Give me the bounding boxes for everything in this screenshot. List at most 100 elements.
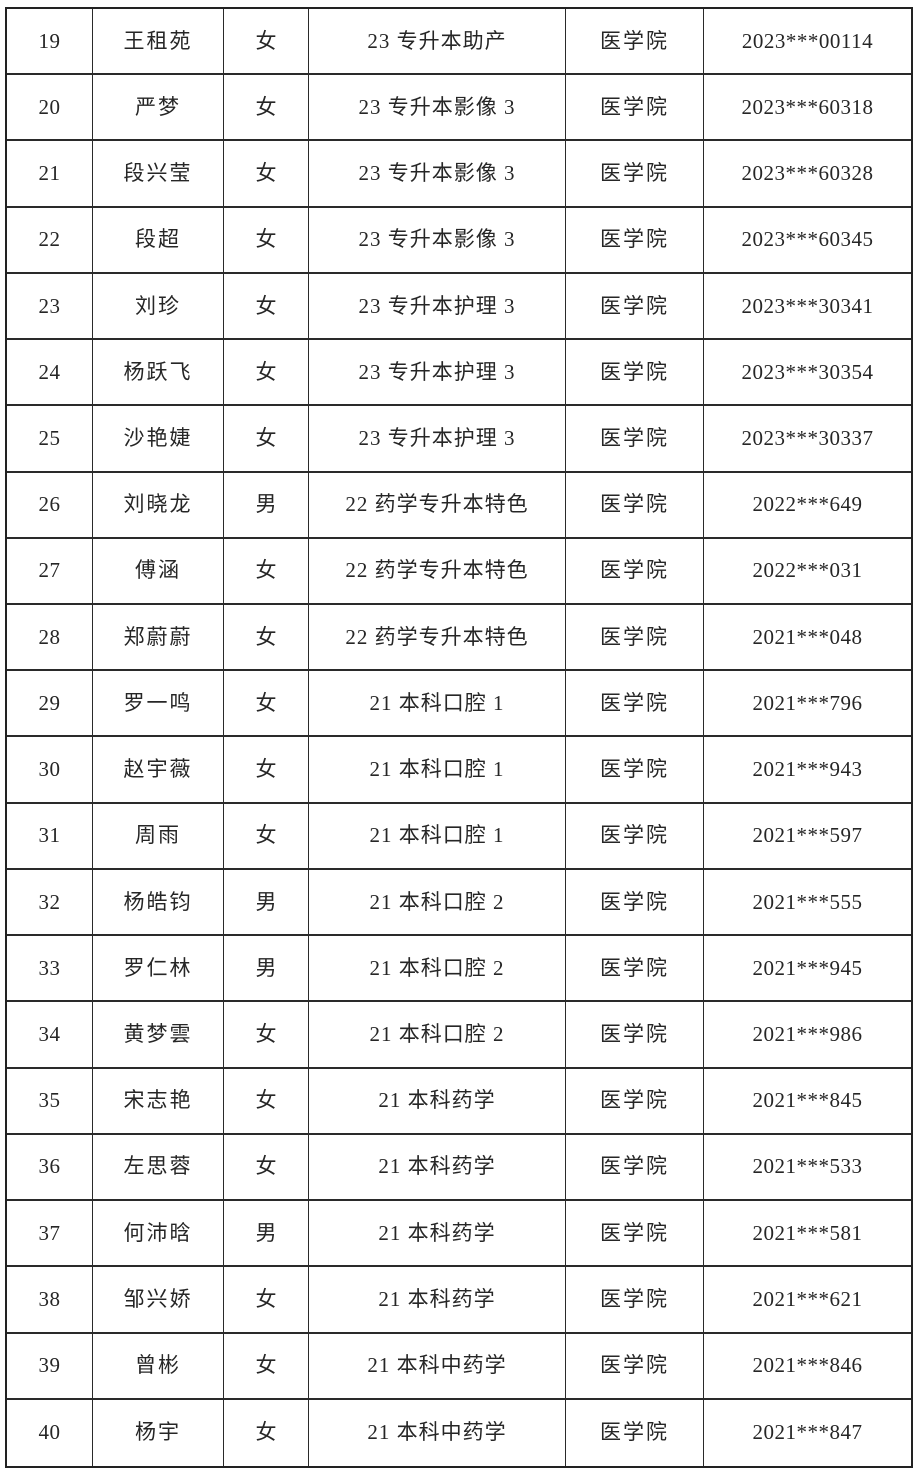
cell-college: 医学院 — [566, 605, 704, 670]
cell-student-id: 2021***845 — [704, 1068, 911, 1133]
cell-student-name: 邹兴娇 — [93, 1267, 224, 1332]
cell-college: 医学院 — [566, 406, 704, 471]
cell-student-id: 2023***30354 — [704, 340, 911, 405]
cell-class-name: 21 本科口腔 1 — [309, 671, 566, 736]
cell-sequence-number: 24 — [7, 340, 93, 405]
cell-sequence-number: 39 — [7, 1333, 93, 1398]
cell-student-id: 2021***945 — [704, 936, 911, 1001]
cell-student-id: 2021***555 — [704, 869, 911, 935]
cell-gender: 女 — [224, 1333, 309, 1398]
cell-college: 医学院 — [566, 1333, 704, 1398]
cell-gender: 女 — [224, 737, 309, 802]
cell-gender: 男 — [224, 472, 309, 537]
cell-college: 医学院 — [566, 1399, 704, 1466]
cell-gender: 女 — [224, 538, 309, 604]
cell-gender: 女 — [224, 75, 309, 140]
cell-college: 医学院 — [566, 1068, 704, 1133]
cell-student-id: 2021***986 — [704, 1002, 911, 1067]
cell-student-id: 2022***649 — [704, 472, 911, 537]
cell-student-name: 左思蓉 — [93, 1134, 224, 1200]
student-roster-table: 19 王租苑 女 23 专升本助产 医学院 2023***00114 20 严梦… — [5, 7, 913, 1468]
table-row: 27 傅涵 女 22 药学专升本特色 医学院 2022***031 — [7, 538, 911, 606]
cell-sequence-number: 40 — [7, 1399, 93, 1466]
cell-student-name: 郑蔚蔚 — [93, 605, 224, 670]
cell-gender: 女 — [224, 1002, 309, 1067]
table-row: 38 邹兴娇 女 21 本科药学 医学院 2021***621 — [7, 1267, 911, 1334]
cell-student-name: 黄梦雲 — [93, 1002, 224, 1067]
cell-gender: 女 — [224, 1267, 309, 1332]
cell-student-name: 段兴莹 — [93, 141, 224, 206]
cell-sequence-number: 37 — [7, 1201, 93, 1266]
cell-student-name: 杨宇 — [93, 1399, 224, 1466]
cell-student-id: 2022***031 — [704, 538, 911, 604]
cell-gender: 女 — [224, 273, 309, 339]
table-row: 21 段兴莹 女 23 专升本影像 3 医学院 2023***60328 — [7, 141, 911, 208]
cell-college: 医学院 — [566, 737, 704, 802]
cell-gender: 女 — [224, 141, 309, 206]
cell-college: 医学院 — [566, 671, 704, 736]
cell-sequence-number: 35 — [7, 1068, 93, 1133]
cell-student-id: 2021***533 — [704, 1134, 911, 1200]
table-row: 33 罗仁林 男 21 本科口腔 2 医学院 2021***945 — [7, 936, 911, 1003]
cell-student-id: 2021***621 — [704, 1267, 911, 1332]
cell-student-id: 2023***60318 — [704, 75, 911, 140]
cell-sequence-number: 29 — [7, 671, 93, 736]
cell-class-name: 23 专升本影像 3 — [309, 141, 566, 206]
cell-gender: 女 — [224, 1068, 309, 1133]
cell-class-name: 23 专升本影像 3 — [309, 207, 566, 272]
cell-sequence-number: 33 — [7, 936, 93, 1001]
cell-student-name: 刘晓龙 — [93, 472, 224, 537]
cell-college: 医学院 — [566, 340, 704, 405]
table-row: 22 段超 女 23 专升本影像 3 医学院 2023***60345 — [7, 207, 911, 274]
table-row: 30 赵宇薇 女 21 本科口腔 1 医学院 2021***943 — [7, 737, 911, 804]
cell-class-name: 23 专升本护理 3 — [309, 340, 566, 405]
cell-college: 医学院 — [566, 1134, 704, 1200]
cell-gender: 男 — [224, 936, 309, 1001]
cell-student-name: 曾彬 — [93, 1333, 224, 1398]
cell-class-name: 22 药学专升本特色 — [309, 472, 566, 537]
cell-sequence-number: 38 — [7, 1267, 93, 1332]
cell-college: 医学院 — [566, 141, 704, 206]
table-row: 28 郑蔚蔚 女 22 药学专升本特色 医学院 2021***048 — [7, 605, 911, 672]
cell-student-name: 严梦 — [93, 75, 224, 140]
cell-student-id: 2021***048 — [704, 605, 911, 670]
cell-gender: 女 — [224, 803, 309, 868]
cell-college: 医学院 — [566, 538, 704, 604]
cell-class-name: 23 专升本助产 — [309, 9, 566, 74]
cell-gender: 男 — [224, 1201, 309, 1266]
table-row: 29 罗一鸣 女 21 本科口腔 1 医学院 2021***796 — [7, 671, 911, 738]
cell-sequence-number: 23 — [7, 273, 93, 339]
cell-class-name: 23 专升本影像 3 — [309, 75, 566, 140]
cell-gender: 男 — [224, 869, 309, 935]
cell-student-name: 罗仁林 — [93, 936, 224, 1001]
cell-class-name: 21 本科中药学 — [309, 1333, 566, 1398]
table-row: 20 严梦 女 23 专升本影像 3 医学院 2023***60318 — [7, 75, 911, 142]
table-row: 35 宋志艳 女 21 本科药学 医学院 2021***845 — [7, 1068, 911, 1135]
cell-gender: 女 — [224, 671, 309, 736]
cell-student-name: 赵宇薇 — [93, 737, 224, 802]
cell-student-name: 刘珍 — [93, 273, 224, 339]
cell-college: 医学院 — [566, 207, 704, 272]
cell-gender: 女 — [224, 340, 309, 405]
cell-gender: 女 — [224, 406, 309, 471]
cell-college: 医学院 — [566, 1201, 704, 1266]
cell-college: 医学院 — [566, 75, 704, 140]
cell-sequence-number: 22 — [7, 207, 93, 272]
table-row: 36 左思蓉 女 21 本科药学 医学院 2021***533 — [7, 1134, 911, 1202]
cell-college: 医学院 — [566, 9, 704, 74]
cell-gender: 女 — [224, 9, 309, 74]
cell-class-name: 21 本科药学 — [309, 1267, 566, 1332]
cell-class-name: 21 本科中药学 — [309, 1399, 566, 1466]
cell-college: 医学院 — [566, 1002, 704, 1067]
cell-class-name: 21 本科口腔 2 — [309, 936, 566, 1001]
table-row: 39 曾彬 女 21 本科中药学 医学院 2021***846 — [7, 1333, 911, 1400]
table-row: 23 刘珍 女 23 专升本护理 3 医学院 2023***30341 — [7, 273, 911, 341]
cell-student-name: 王租苑 — [93, 9, 224, 74]
cell-gender: 女 — [224, 207, 309, 272]
cell-gender: 女 — [224, 1399, 309, 1466]
cell-student-name: 段超 — [93, 207, 224, 272]
cell-student-id: 2023***00114 — [704, 9, 911, 74]
cell-student-name: 傅涵 — [93, 538, 224, 604]
table-row: 25 沙艳婕 女 23 专升本护理 3 医学院 2023***30337 — [7, 406, 911, 473]
cell-college: 医学院 — [566, 869, 704, 935]
